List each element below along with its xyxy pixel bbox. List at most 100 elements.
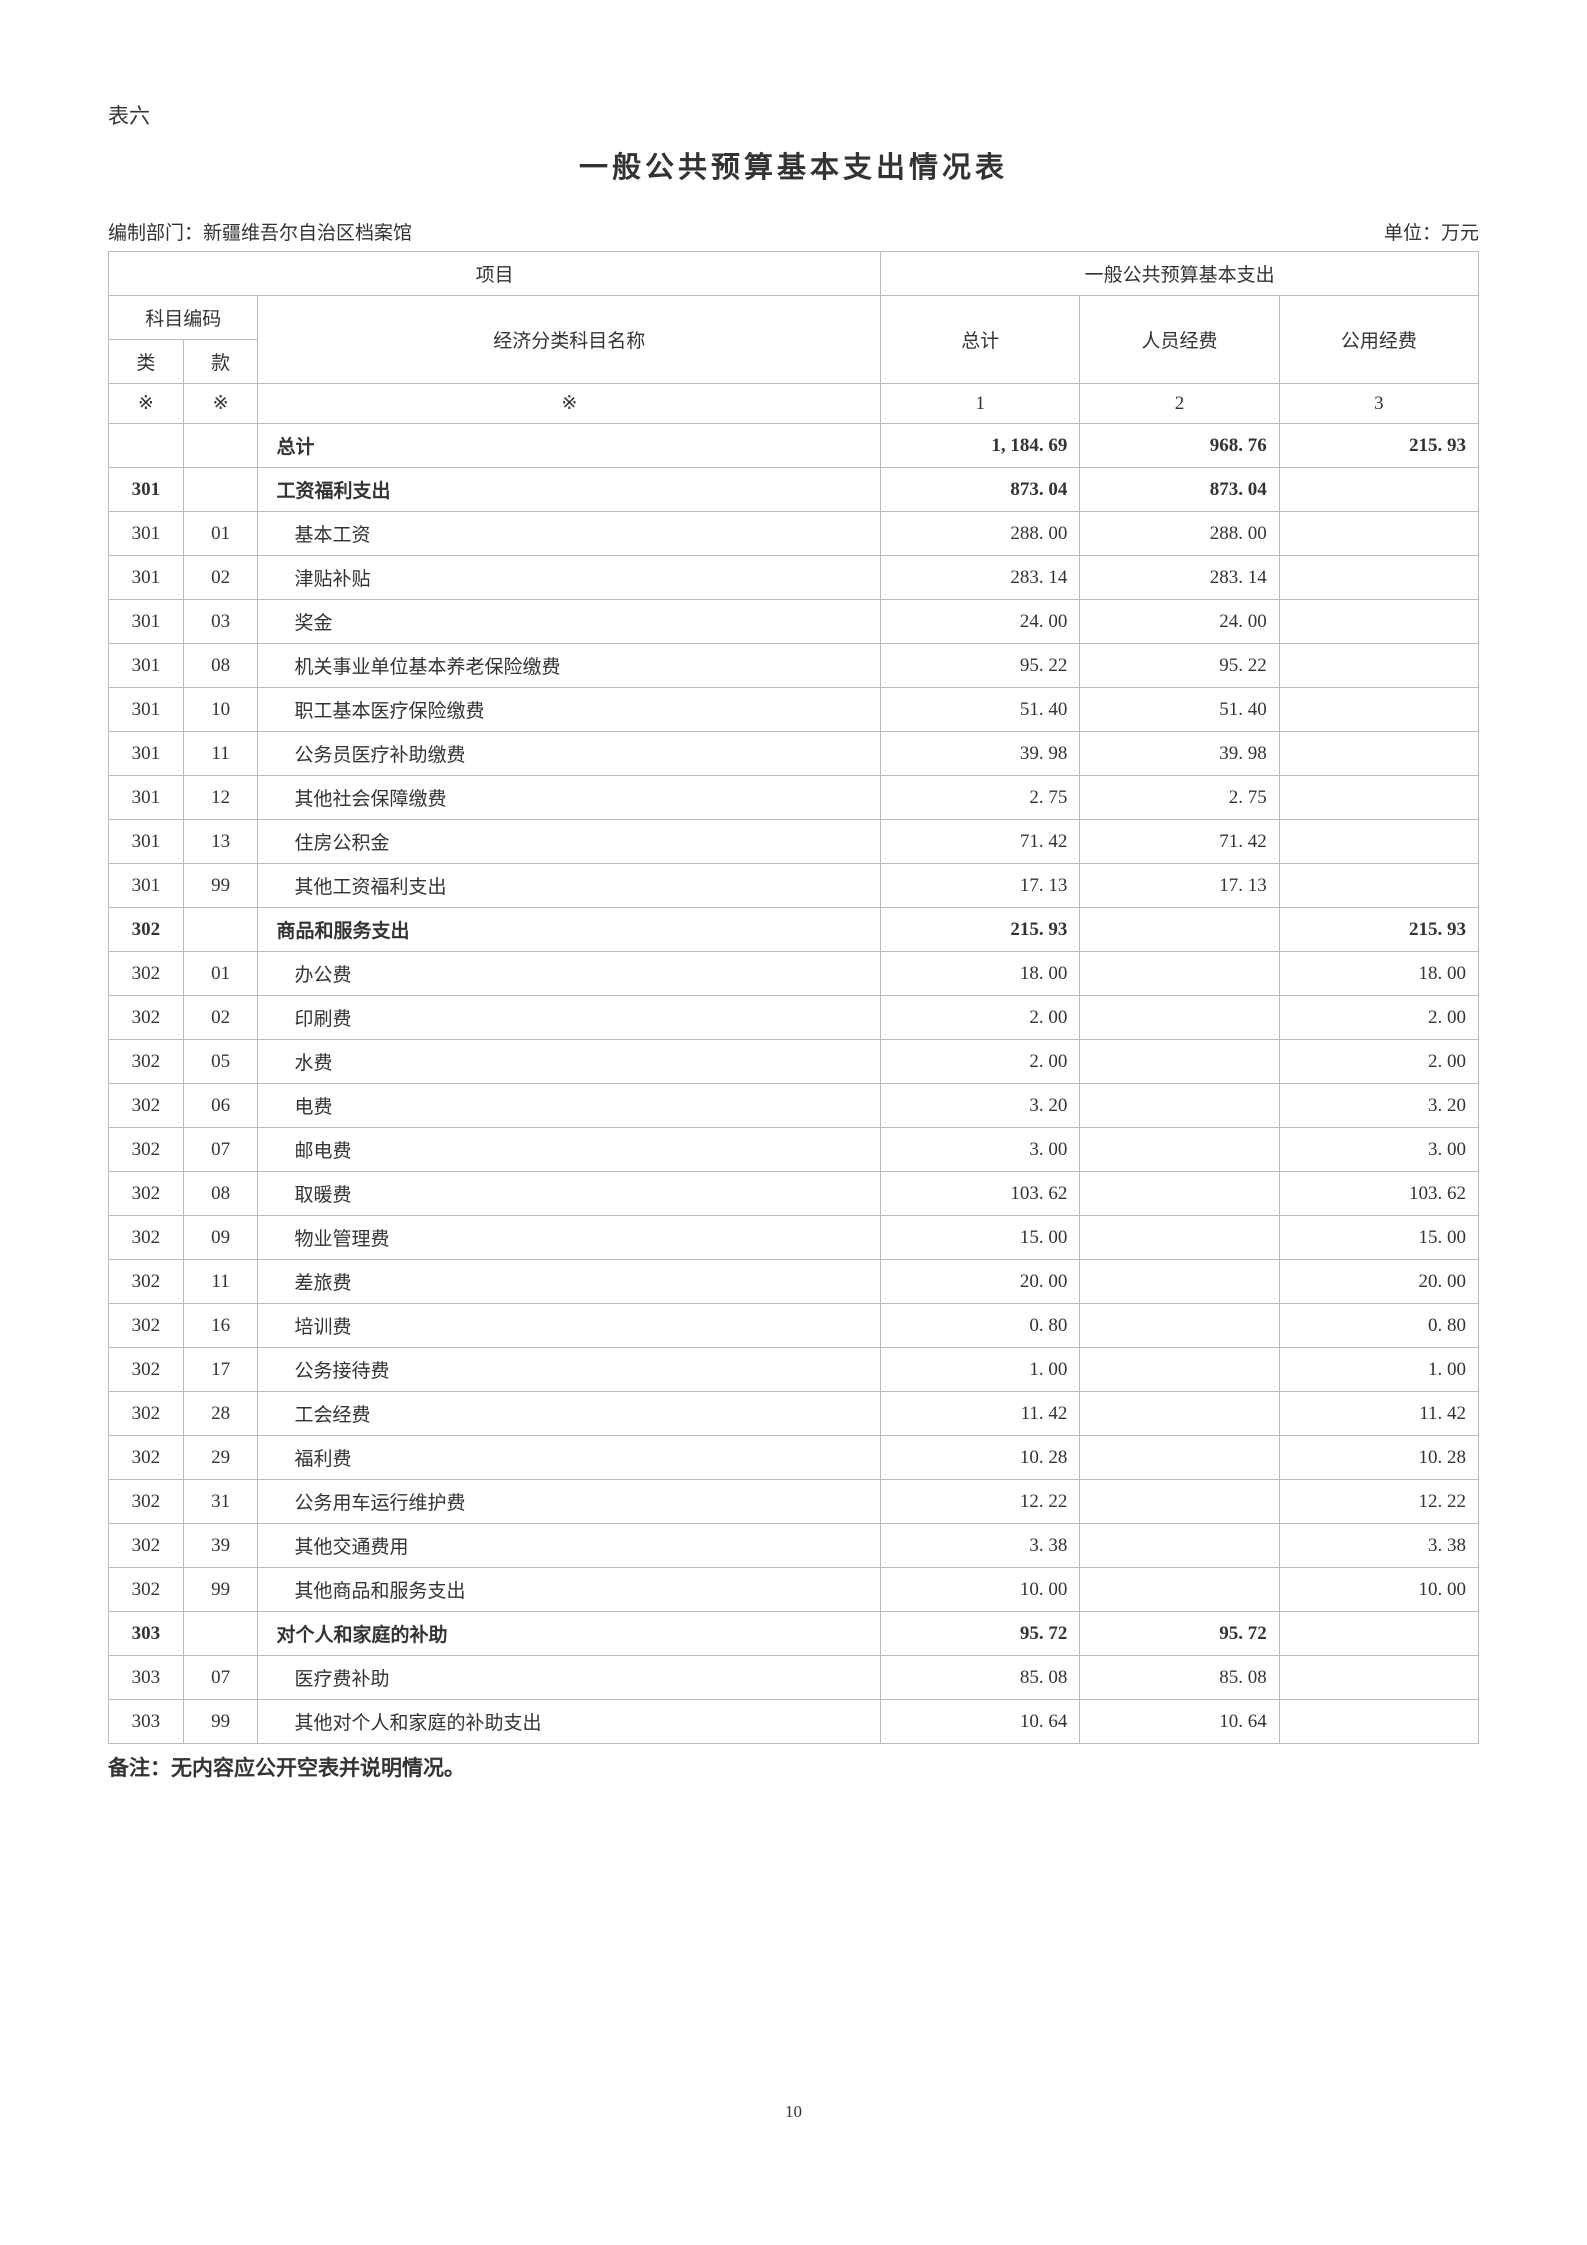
cell-total: 95. 22 xyxy=(881,644,1080,688)
table-row: 30207邮电费3. 003. 00 xyxy=(109,1128,1479,1172)
table-row: 30103奖金24. 0024. 00 xyxy=(109,600,1479,644)
cell-category: 303 xyxy=(109,1612,184,1656)
cell-public: 10. 00 xyxy=(1279,1568,1478,1612)
cell-item: 10 xyxy=(183,688,258,732)
cell-item xyxy=(183,908,258,952)
cell-total: 3. 20 xyxy=(881,1084,1080,1128)
cell-name: 差旅费 xyxy=(258,1260,881,1304)
cell-personnel: 39. 98 xyxy=(1080,732,1279,776)
cell-personnel: 85. 08 xyxy=(1080,1656,1279,1700)
cell-category xyxy=(109,424,184,468)
cell-public: 215. 93 xyxy=(1279,908,1478,952)
cell-personnel xyxy=(1080,1128,1279,1172)
cell-name: 邮电费 xyxy=(258,1128,881,1172)
table-row: 30209物业管理费15. 0015. 00 xyxy=(109,1216,1479,1260)
header-personnel: 人员经费 xyxy=(1080,296,1279,384)
table-row: 总计1, 184. 69968. 76215. 93 xyxy=(109,424,1479,468)
cell-personnel: 95. 22 xyxy=(1080,644,1279,688)
cell-personnel xyxy=(1080,1172,1279,1216)
cell-category: 302 xyxy=(109,1084,184,1128)
cell-name: 物业管理费 xyxy=(258,1216,881,1260)
cell-total: 39. 98 xyxy=(881,732,1080,776)
cell-public: 15. 00 xyxy=(1279,1216,1478,1260)
cell-personnel: 95. 72 xyxy=(1080,1612,1279,1656)
cell-personnel: 968. 76 xyxy=(1080,424,1279,468)
cell-name: 其他商品和服务支出 xyxy=(258,1568,881,1612)
cell-name: 电费 xyxy=(258,1084,881,1128)
cell-item: 05 xyxy=(183,1040,258,1084)
header-category: 类 xyxy=(109,340,184,384)
table-body: 总计1, 184. 69968. 76215. 93301工资福利支出873. … xyxy=(109,424,1479,1744)
cell-personnel: 24. 00 xyxy=(1080,600,1279,644)
header-num-2: 2 xyxy=(1080,384,1279,424)
table-row: 302商品和服务支出215. 93215. 93 xyxy=(109,908,1479,952)
cell-item: 12 xyxy=(183,776,258,820)
cell-category: 302 xyxy=(109,1040,184,1084)
table-row: 30307医疗费补助85. 0885. 08 xyxy=(109,1656,1479,1700)
cell-item: 29 xyxy=(183,1436,258,1480)
cell-personnel xyxy=(1080,908,1279,952)
cell-public xyxy=(1279,1656,1478,1700)
cell-category: 302 xyxy=(109,1172,184,1216)
cell-public xyxy=(1279,556,1478,600)
cell-public: 18. 00 xyxy=(1279,952,1478,996)
cell-name: 职工基本医疗保险缴费 xyxy=(258,688,881,732)
cell-name: 总计 xyxy=(258,424,881,468)
cell-personnel xyxy=(1080,952,1279,996)
cell-category: 301 xyxy=(109,732,184,776)
cell-total: 10. 28 xyxy=(881,1436,1080,1480)
cell-public xyxy=(1279,864,1478,908)
cell-item: 03 xyxy=(183,600,258,644)
cell-public: 103. 62 xyxy=(1279,1172,1478,1216)
cell-public xyxy=(1279,512,1478,556)
cell-public xyxy=(1279,1700,1478,1744)
cell-name: 其他交通费用 xyxy=(258,1524,881,1568)
cell-item: 39 xyxy=(183,1524,258,1568)
cell-personnel xyxy=(1080,1216,1279,1260)
cell-public: 20. 00 xyxy=(1279,1260,1478,1304)
cell-total: 2. 00 xyxy=(881,996,1080,1040)
cell-total: 215. 93 xyxy=(881,908,1080,952)
cell-item: 99 xyxy=(183,1700,258,1744)
table-row: 30101基本工资288. 00288. 00 xyxy=(109,512,1479,556)
cell-category: 302 xyxy=(109,1304,184,1348)
cell-public: 2. 00 xyxy=(1279,1040,1478,1084)
cell-total: 24. 00 xyxy=(881,600,1080,644)
cell-public: 3. 20 xyxy=(1279,1084,1478,1128)
cell-personnel xyxy=(1080,1348,1279,1392)
cell-name: 机关事业单位基本养老保险缴费 xyxy=(258,644,881,688)
cell-personnel: 71. 42 xyxy=(1080,820,1279,864)
cell-category: 301 xyxy=(109,688,184,732)
cell-name: 其他社会保障缴费 xyxy=(258,776,881,820)
cell-item: 11 xyxy=(183,1260,258,1304)
cell-category: 302 xyxy=(109,996,184,1040)
cell-personnel: 288. 00 xyxy=(1080,512,1279,556)
cell-total: 71. 42 xyxy=(881,820,1080,864)
cell-item xyxy=(183,1612,258,1656)
table-row: 30102津贴补贴283. 14283. 14 xyxy=(109,556,1479,600)
cell-public: 11. 42 xyxy=(1279,1392,1478,1436)
cell-name: 津贴补贴 xyxy=(258,556,881,600)
cell-item: 08 xyxy=(183,1172,258,1216)
table-row: 30202印刷费2. 002. 00 xyxy=(109,996,1479,1040)
header-row-1: 项目 一般公共预算基本支出 xyxy=(109,252,1479,296)
cell-total: 103. 62 xyxy=(881,1172,1080,1216)
cell-category: 301 xyxy=(109,644,184,688)
cell-public: 215. 93 xyxy=(1279,424,1478,468)
header-num-3: 3 xyxy=(1279,384,1478,424)
cell-public: 10. 28 xyxy=(1279,1436,1478,1480)
table-row: 303对个人和家庭的补助95. 7295. 72 xyxy=(109,1612,1479,1656)
cell-category: 302 xyxy=(109,1480,184,1524)
cell-total: 2. 75 xyxy=(881,776,1080,820)
cell-item: 16 xyxy=(183,1304,258,1348)
cell-item: 31 xyxy=(183,1480,258,1524)
table-row: 301工资福利支出873. 04873. 04 xyxy=(109,468,1479,512)
cell-public: 1. 00 xyxy=(1279,1348,1478,1392)
cell-total: 51. 40 xyxy=(881,688,1080,732)
cell-total: 18. 00 xyxy=(881,952,1080,996)
cell-category: 302 xyxy=(109,1128,184,1172)
cell-item: 02 xyxy=(183,996,258,1040)
cell-total: 3. 38 xyxy=(881,1524,1080,1568)
table-row: 30113住房公积金71. 4271. 42 xyxy=(109,820,1479,864)
cell-personnel: 17. 13 xyxy=(1080,864,1279,908)
